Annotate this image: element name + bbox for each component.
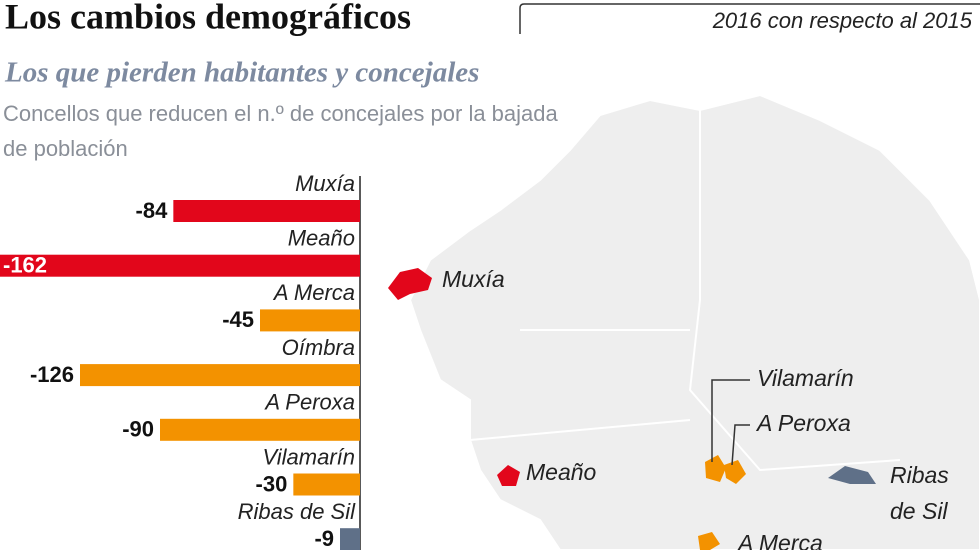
value-label: -126 (30, 362, 74, 387)
bar (293, 473, 360, 496)
bar (0, 254, 360, 277)
map-labels: Muxía Meaño Vilamarín A Peroxa Ribas de Sil A … (442, 266, 949, 550)
subtitle: Los que pierden habitantes y concejales (4, 57, 479, 89)
muxia-area (388, 268, 432, 300)
category-label: Vilamarín (262, 444, 355, 469)
bar (260, 309, 360, 332)
map-label: A Merca (736, 530, 823, 550)
value-label: -162 (3, 253, 47, 278)
merca-area (698, 532, 720, 550)
description-box: Concellos que reducen el n.º de concejal… (3, 101, 558, 161)
bracket (519, 3, 980, 34)
bar (80, 364, 360, 387)
leader-line (711, 379, 750, 466)
title: Los cambios demográficos (5, 0, 411, 36)
meano-area (497, 465, 520, 486)
category-label: Oímbra (282, 335, 355, 360)
map-border (469, 110, 901, 472)
map-label: Ribas (890, 462, 949, 488)
category-label: A Merca (272, 280, 355, 305)
value-label: -45 (222, 307, 254, 332)
map-label: Meaño (526, 459, 597, 485)
value-label: -9 (314, 526, 334, 550)
map-label: A Peroxa (755, 410, 851, 436)
ribas-area (828, 466, 876, 484)
value-label: -30 (256, 471, 288, 496)
bar (173, 200, 360, 222)
bar (340, 528, 360, 550)
description: Concellos que reducen el n.º de concejal… (3, 101, 558, 161)
map-label: de Sil (890, 498, 948, 524)
bar (160, 418, 360, 441)
category-label: Meaño (288, 226, 355, 251)
category-label: A Peroxa (263, 390, 355, 415)
note: 2016 con respecto al 2015 (712, 8, 973, 33)
value-label: -90 (122, 417, 154, 442)
peroxa-area (724, 460, 746, 484)
map-label: Vilamarín (757, 365, 854, 391)
map-label: Muxía (442, 266, 505, 292)
value-label: -84 (136, 198, 169, 223)
map-shape (408, 93, 980, 550)
vilamarin-area (705, 455, 726, 482)
category-label: Ribas de Sil (238, 499, 357, 524)
map (388, 93, 980, 550)
category-label: Muxía (295, 171, 355, 196)
